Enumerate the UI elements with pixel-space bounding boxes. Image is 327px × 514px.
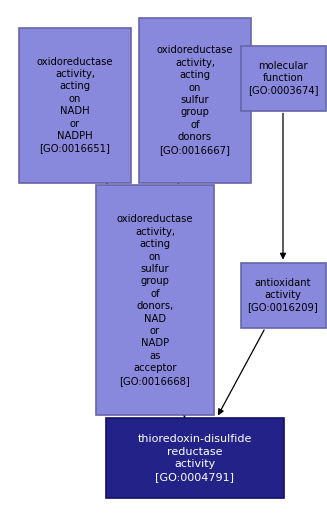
FancyBboxPatch shape — [240, 263, 325, 327]
FancyBboxPatch shape — [96, 185, 214, 415]
FancyBboxPatch shape — [240, 46, 325, 111]
FancyBboxPatch shape — [139, 17, 251, 182]
Text: thioredoxin-disulfide
reductase
activity
[GO:0004791]: thioredoxin-disulfide reductase activity… — [138, 434, 252, 482]
FancyBboxPatch shape — [106, 418, 284, 498]
FancyBboxPatch shape — [19, 28, 131, 182]
Text: oxidoreductase
activity,
acting
on
sulfur
group
of
donors,
NAD
or
NADP
as
accept: oxidoreductase activity, acting on sulfu… — [117, 214, 193, 386]
Text: oxidoreductase
activity,
acting
on
sulfur
group
of
donors
[GO:0016667]: oxidoreductase activity, acting on sulfu… — [157, 45, 233, 155]
Text: antioxidant
activity
[GO:0016209]: antioxidant activity [GO:0016209] — [248, 278, 318, 313]
Text: molecular
function
[GO:0003674]: molecular function [GO:0003674] — [248, 61, 318, 96]
Text: oxidoreductase
activity,
acting
on
NADH
or
NADPH
[GO:0016651]: oxidoreductase activity, acting on NADH … — [37, 57, 113, 153]
